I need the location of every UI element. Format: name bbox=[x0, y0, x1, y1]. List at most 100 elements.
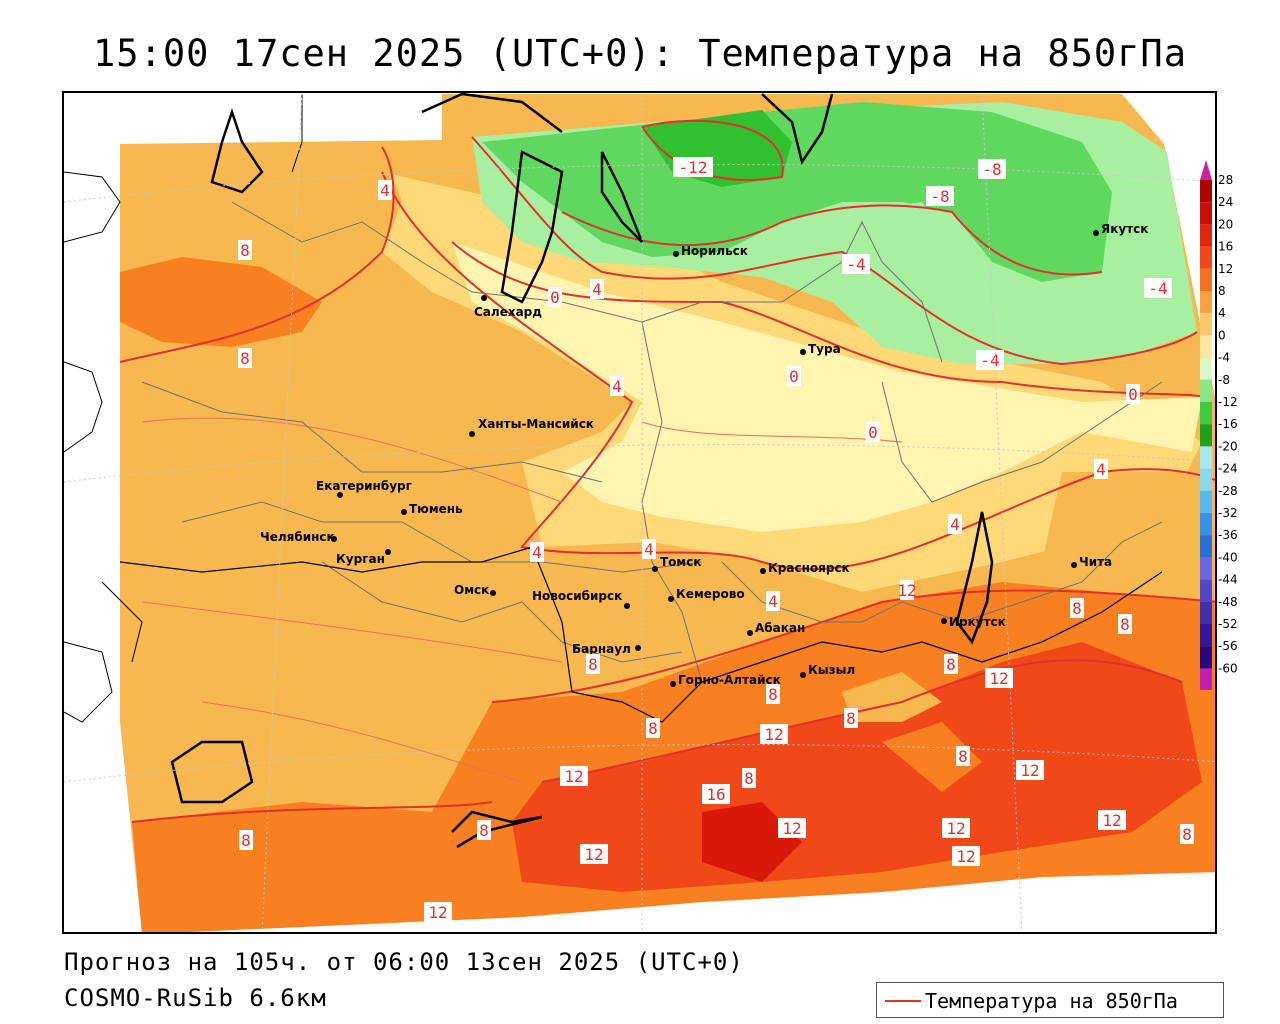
colorbar-swatch bbox=[1200, 601, 1212, 624]
colorbar-tick-label: -16 bbox=[1218, 417, 1238, 431]
colorbar-swatch bbox=[1200, 379, 1212, 402]
model-info: COSMO-RuSib 6.6км bbox=[64, 984, 327, 1012]
city-chelyabinsk: Челябинск bbox=[260, 530, 337, 544]
svg-text:12: 12 bbox=[956, 847, 975, 866]
svg-text:8: 8 bbox=[1182, 825, 1192, 844]
colorbar-tick-label: 4 bbox=[1218, 306, 1226, 320]
city-abakan: Абакан bbox=[747, 621, 805, 636]
colorbar-tick-label: -32 bbox=[1218, 506, 1238, 520]
colorbar-swatch bbox=[1200, 224, 1212, 247]
country-border bbox=[119, 546, 1163, 723]
svg-text:Иркутск: Иркутск bbox=[949, 615, 1006, 629]
colorbar-tick-label: 28 bbox=[1218, 173, 1233, 187]
colorbar-swatch bbox=[1200, 291, 1212, 314]
svg-text:4: 4 bbox=[950, 515, 960, 534]
svg-text:Абакан: Абакан bbox=[755, 621, 805, 635]
city-novosibirsk: Новосибирск bbox=[532, 589, 630, 609]
colorbar-tick-label: 24 bbox=[1218, 195, 1233, 209]
svg-text:-12: -12 bbox=[679, 158, 708, 177]
colorbar-tick-label: -60 bbox=[1218, 661, 1238, 675]
svg-text:4: 4 bbox=[1096, 460, 1106, 479]
colorbar-tick-label: -24 bbox=[1218, 462, 1238, 476]
svg-text:8: 8 bbox=[958, 747, 968, 766]
colorbar-swatch bbox=[1200, 246, 1212, 269]
svg-text:0: 0 bbox=[550, 288, 560, 307]
map-title: 15:00 17сен 2025 (UTC+0): Температура на… bbox=[93, 32, 1187, 75]
colorbar-tick-label: -56 bbox=[1218, 639, 1238, 653]
coast-detail bbox=[64, 94, 303, 723]
svg-text:Салехард: Салехард bbox=[474, 305, 542, 319]
colorbar-top-arrow bbox=[1200, 160, 1212, 180]
svg-text:12: 12 bbox=[989, 669, 1008, 688]
svg-text:0: 0 bbox=[789, 367, 799, 386]
colorbar-swatch bbox=[1200, 202, 1212, 225]
svg-text:12: 12 bbox=[564, 767, 583, 786]
colorbar-tick-label: 12 bbox=[1218, 262, 1233, 276]
svg-text:4: 4 bbox=[612, 377, 622, 396]
isoline-labels: -12 -8 -8 -4 -4 -4 0 0 0 0 4 4 4 4 4 4 4… bbox=[238, 157, 1194, 922]
colorbar-tick-label: 8 bbox=[1218, 284, 1226, 298]
svg-text:Барнаул: Барнаул bbox=[572, 642, 631, 656]
svg-text:12: 12 bbox=[764, 725, 783, 744]
svg-text:8: 8 bbox=[588, 655, 598, 674]
svg-text:0: 0 bbox=[1128, 385, 1138, 404]
colorbar-swatch bbox=[1200, 335, 1212, 358]
svg-text:8: 8 bbox=[1072, 599, 1082, 618]
city-tura: Тура bbox=[800, 342, 841, 356]
svg-text:Норильск: Норильск bbox=[681, 244, 748, 258]
colorbar-swatch bbox=[1200, 624, 1212, 647]
svg-text:-4: -4 bbox=[846, 255, 865, 274]
temperature-map[interactable]: Норильск Якутск Салехард Тура Ханты-Манс… bbox=[62, 91, 1217, 934]
svg-text:8: 8 bbox=[1120, 615, 1130, 634]
colorbar-tick-label: -20 bbox=[1218, 439, 1238, 453]
field-16 bbox=[512, 642, 1202, 892]
svg-text:4: 4 bbox=[532, 543, 542, 562]
svg-text:12: 12 bbox=[584, 845, 603, 864]
colorbar-swatch bbox=[1200, 579, 1212, 602]
svg-text:12: 12 bbox=[428, 903, 447, 922]
colorbar-tick-label: 0 bbox=[1218, 328, 1226, 342]
svg-text:8: 8 bbox=[240, 241, 250, 260]
legend-label: Температура на 850гПа bbox=[925, 989, 1178, 1013]
city-krasnoyarsk: Красноярск bbox=[760, 561, 850, 575]
svg-text:0: 0 bbox=[868, 423, 878, 442]
colorbar-tick-label: -36 bbox=[1218, 528, 1238, 542]
svg-text:Томск: Томск bbox=[660, 555, 702, 569]
city-yekaterinburg: Екатеринбург bbox=[316, 479, 412, 498]
city-gorno-altaysk: Горно-Алтайск bbox=[670, 673, 781, 687]
svg-text:Тюмень: Тюмень bbox=[409, 502, 463, 516]
svg-text:Горно-Алтайск: Горно-Алтайск bbox=[678, 673, 781, 687]
colorbar-swatch bbox=[1200, 313, 1212, 336]
svg-text:Челябинск: Челябинск bbox=[260, 530, 335, 544]
svg-text:Новосибирск: Новосибирск bbox=[532, 589, 622, 603]
svg-text:12: 12 bbox=[1102, 811, 1121, 830]
colorbar: 28 24 20 16 12 8 4 0 -4 -8 -12 -16 -20 -24 -28 -32 -36 -4… bbox=[1198, 158, 1280, 691]
legend: Температура на 850гПа bbox=[876, 982, 1224, 1018]
svg-text:Кемерово: Кемерово bbox=[676, 587, 745, 601]
colorbar-tick-label: -4 bbox=[1218, 351, 1230, 365]
colorbar-tick-label: -44 bbox=[1218, 573, 1238, 587]
field-20 bbox=[702, 802, 802, 882]
colorbar-swatch bbox=[1200, 468, 1212, 491]
colorbar-tick-label: -28 bbox=[1218, 484, 1238, 498]
colorbar-swatch bbox=[1200, 557, 1212, 580]
colorbar-swatch bbox=[1200, 513, 1212, 536]
svg-text:Красноярск: Красноярск bbox=[768, 561, 850, 575]
svg-text:8: 8 bbox=[744, 769, 754, 788]
svg-text:8: 8 bbox=[768, 685, 778, 704]
cities: Норильск Якутск Салехард Тура Ханты-Манс… bbox=[260, 222, 1148, 687]
svg-text:16: 16 bbox=[706, 785, 725, 804]
colorbar-swatch bbox=[1200, 268, 1212, 291]
graticule bbox=[64, 93, 1215, 932]
svg-text:12: 12 bbox=[946, 819, 965, 838]
svg-text:-4: -4 bbox=[980, 351, 999, 370]
city-barnaul: Барнаул bbox=[572, 642, 641, 656]
svg-text:Екатеринбург: Екатеринбург bbox=[316, 479, 412, 493]
svg-text:4: 4 bbox=[592, 280, 602, 299]
city-omsk: Омск bbox=[454, 583, 496, 597]
city-kyzyl: Кызыл bbox=[800, 663, 855, 678]
legend-line-swatch bbox=[885, 1000, 921, 1002]
colorbar-tick-label: -8 bbox=[1218, 373, 1230, 387]
svg-text:Омск: Омск bbox=[454, 583, 489, 597]
svg-text:-8: -8 bbox=[930, 187, 949, 206]
